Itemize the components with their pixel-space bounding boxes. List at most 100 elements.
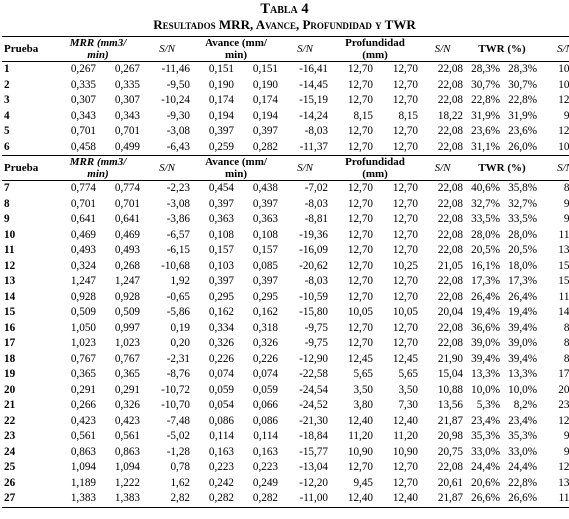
table-cell: 13,56 bbox=[437, 399, 464, 411]
table-row: 14 0,928 0,928 -0,65 0,295 0,295 -10,59 12,70 12… bbox=[2, 290, 569, 306]
row-label: 6 bbox=[4, 140, 10, 153]
row-label: 23 bbox=[4, 430, 16, 442]
table-cell: 18,0% bbox=[508, 259, 538, 272]
table-cell: 1,094 bbox=[114, 461, 141, 473]
results-table: Prueba MRR (mm3/S/N Avance (mm/S/N Profundi… bbox=[2, 36, 569, 508]
table-cell: 0,499 bbox=[114, 140, 141, 153]
table-cell: 12,70 bbox=[392, 476, 419, 489]
table-cell: 9,715 bbox=[563, 197, 569, 210]
table-cell: 0,059 bbox=[252, 383, 279, 396]
table-cell: 12,70 bbox=[347, 140, 374, 153]
table-cell: 0,363 bbox=[252, 213, 279, 225]
table-cell: 8,400 bbox=[563, 321, 569, 334]
table-cell: 12,70 bbox=[392, 140, 419, 153]
table-cell: 12,45 bbox=[392, 352, 419, 365]
header-profundidad: Profundidad bbox=[330, 155, 421, 168]
table-cell: 0,641 bbox=[114, 213, 141, 225]
table-cell: 0,318 bbox=[252, 321, 279, 334]
table-cell: 0,226 bbox=[252, 352, 279, 365]
table-cell: 0,282 bbox=[236, 491, 281, 508]
table-cell: 28,3% bbox=[465, 61, 503, 78]
table-cell: -2,31 bbox=[166, 352, 191, 365]
table-cell: 0,226 bbox=[208, 352, 235, 365]
table-cell: -15,80 bbox=[299, 306, 329, 318]
table-cell: 22,08 bbox=[437, 140, 464, 153]
table-cell: -6,57 bbox=[166, 228, 191, 241]
table-cell: 8,184 bbox=[563, 337, 569, 349]
table-cell: 9,622 bbox=[563, 445, 569, 458]
table-cell: 12,70 bbox=[347, 78, 374, 91]
table-cell: 0,397 bbox=[208, 125, 235, 137]
table-cell: 12,70 bbox=[392, 290, 419, 303]
table-cell: 10,05 bbox=[347, 306, 374, 318]
table-cell: 16,1% bbox=[471, 259, 501, 272]
table-row: 7 0,774 0,774 -2,23 0,454 0,438 -7,02 12,70 12,7… bbox=[2, 180, 569, 197]
table-cell: 22,08 bbox=[437, 78, 464, 91]
table-cell: 13,3% bbox=[471, 368, 501, 380]
table-cell: 0,397 bbox=[208, 197, 235, 210]
table-cell: 28,0% bbox=[471, 228, 501, 241]
table-cell: 13,246 bbox=[558, 476, 569, 489]
table-cell: -10,59 bbox=[299, 290, 329, 303]
table-cell: 1,62 bbox=[170, 476, 191, 489]
table-cell: 22,08 bbox=[437, 197, 464, 210]
table-cell: 0,701 bbox=[70, 197, 96, 210]
table-cell: 12,70 bbox=[392, 78, 419, 91]
table-cell: 10,90 bbox=[392, 445, 419, 458]
table-cell: 10,90 bbox=[347, 445, 374, 458]
table-cell: 12,40 bbox=[347, 414, 374, 427]
table-cell: 26,4% bbox=[508, 290, 538, 303]
table-cell: 33,5% bbox=[471, 213, 501, 225]
table-cell: 33,5% bbox=[508, 213, 538, 225]
table-cell: -11,37 bbox=[299, 140, 329, 153]
table-cell: 13,3% bbox=[508, 368, 538, 380]
table-cell: 23,4% bbox=[471, 414, 501, 427]
table-cell: 0,162 bbox=[208, 306, 235, 318]
table-cell: 12,45 bbox=[347, 352, 374, 365]
header-sn: S/N bbox=[539, 155, 569, 181]
table-cell: 0,767 bbox=[70, 352, 96, 365]
table-cell: -15,19 bbox=[299, 94, 329, 106]
table-cell: 22,08 bbox=[437, 228, 464, 241]
table-cell: 31,1% bbox=[471, 140, 501, 153]
table-cell: -10,70 bbox=[161, 399, 191, 411]
table-cell: 12,70 bbox=[347, 197, 374, 210]
table-row: 19 0,365 0,365 -8,76 0,074 0,074 -22,58 5,65 5,6… bbox=[2, 367, 569, 383]
table-cell: 19,4% bbox=[471, 306, 501, 318]
table-cell: 17,3% bbox=[508, 275, 538, 287]
table-row: 23 0,561 0,561 -5,02 0,114 0,114 -18,84 11,20 11… bbox=[2, 429, 569, 445]
table-row: 2 0,335 0,335 -9,50 0,190 0,190 -14,45 12,70 12,… bbox=[2, 78, 569, 94]
table-cell: 0,085 bbox=[252, 259, 279, 272]
table-cell: -7,48 bbox=[166, 414, 191, 427]
header-sn: S/N bbox=[280, 36, 331, 62]
table-cell: 28,0% bbox=[508, 228, 538, 241]
table-cell: 0,509 bbox=[114, 306, 141, 318]
table-cell: 0,78 bbox=[170, 461, 191, 473]
table-cell: 8,345 bbox=[539, 180, 569, 197]
row-label: 8 bbox=[4, 197, 10, 210]
table-cell: 12,40 bbox=[392, 414, 419, 427]
table-cell: 1,189 bbox=[70, 476, 96, 489]
table-cell: 31,9% bbox=[471, 109, 501, 122]
table-cell: 17,540 bbox=[558, 368, 569, 380]
table-cell: 9,45 bbox=[353, 476, 374, 489]
table-cell: 13,777 bbox=[558, 244, 569, 256]
table-cell: 20,000 bbox=[558, 383, 569, 396]
table-cell: 0,108 bbox=[208, 228, 235, 241]
table-cell: 0,423 bbox=[70, 414, 96, 427]
table-cell: 0,157 bbox=[208, 244, 235, 256]
table-cell: 39,4% bbox=[508, 321, 538, 334]
table-cell: 9,924 bbox=[563, 109, 569, 122]
table-cell: 3,50 bbox=[353, 383, 374, 396]
header-sn: S/N bbox=[420, 155, 466, 181]
table-cell: 0,163 bbox=[208, 445, 235, 458]
table-cell: 0,493 bbox=[70, 244, 96, 256]
table-cell: 0,438 bbox=[236, 180, 281, 197]
table-cell: 12,70 bbox=[330, 180, 376, 197]
table-cell: -12,90 bbox=[299, 352, 329, 365]
table-cell: 0,493 bbox=[114, 244, 141, 256]
table-row: 20 0,291 0,291 -10,72 0,059 0,059 -24,54 3,50 3,… bbox=[2, 383, 569, 399]
table-cell: -8,76 bbox=[166, 368, 191, 380]
row-label: 14 bbox=[4, 290, 16, 303]
table-cell: 0,162 bbox=[252, 306, 279, 318]
